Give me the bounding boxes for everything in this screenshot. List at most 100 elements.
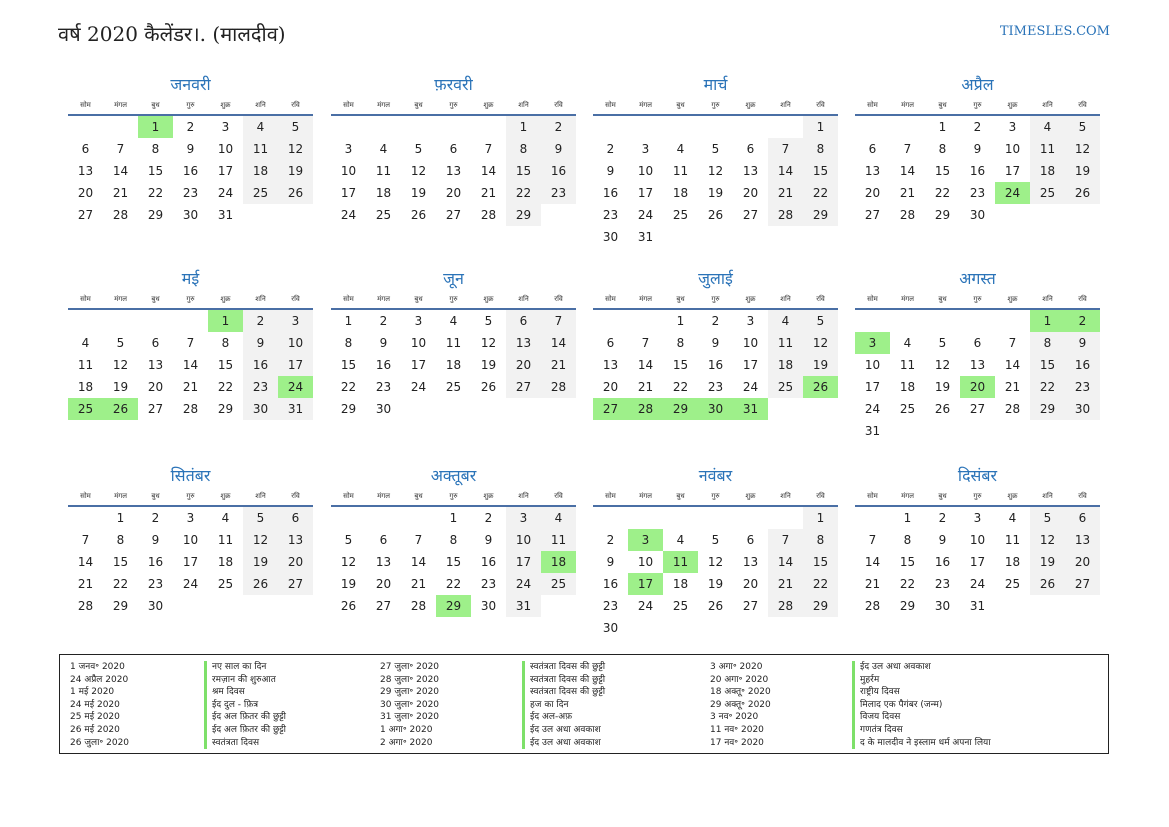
day-cell: 28 — [899, 208, 916, 222]
day-cell: 30 — [480, 599, 497, 613]
month-name: अप्रैल — [961, 75, 994, 94]
day-cell: 4 — [221, 511, 230, 525]
day-cell: 19 — [243, 551, 278, 573]
day-cell: 19 — [707, 186, 724, 200]
day-cell: 19 — [1065, 160, 1100, 182]
day-cell: 18 — [375, 186, 392, 200]
weekday-label: रवि — [554, 101, 563, 109]
empty-cell — [436, 116, 471, 138]
day-cell: 29 — [899, 599, 916, 613]
day-cell: 29 — [934, 208, 951, 222]
day-cell: 3 — [1008, 120, 1017, 134]
day-cell: 10 — [217, 142, 234, 156]
holiday-name: स्वतंत्रता दिवस की छुट्टी — [530, 662, 606, 672]
day-cell: 9 — [606, 555, 615, 569]
day-cell: 18 — [899, 380, 916, 394]
day-cell: 3 — [186, 511, 195, 525]
day-cell: 14 — [864, 555, 881, 569]
weekday-label: रवि — [554, 295, 563, 303]
day-cell: 14 — [480, 164, 497, 178]
day-cell: 12 — [707, 555, 724, 569]
weekday-header: सोम मंगल बुध गुरु शुक्र शनि रवि — [855, 292, 1100, 310]
day-cell: 11 — [375, 164, 392, 178]
holiday-dates-column: 3 अगा॰ 2020 20 अगा॰ 2020 18 अक्तू॰ 2020 29 … — [710, 661, 771, 749]
day-cell: 3 — [278, 310, 313, 332]
weekday-label: सोम — [605, 492, 616, 500]
holiday-name: स्वतंत्रता दिवस — [212, 737, 260, 748]
day-cell: 8 — [803, 529, 838, 551]
month-name: जनवरी — [170, 75, 211, 94]
weekday-label: गुरु — [711, 295, 720, 303]
empty-cell — [138, 310, 173, 332]
weekday-label: बुध — [151, 295, 160, 303]
empty-cell — [366, 507, 401, 529]
day-grid: 1 2 3 4 5 6 7 8 9 10 11 12 13 14 15 16 17 18 19 20 21 22 23 24 2… — [331, 116, 576, 226]
day-cell: 24 — [182, 577, 199, 591]
day-cell: 8 — [449, 533, 458, 547]
holiday-name: राष्ट्रीय दिवस — [860, 687, 900, 698]
weekday-header: सोम मंगल बुध गुरु शुक्र शनि रवि — [331, 292, 576, 310]
day-cell: 25 — [1004, 577, 1021, 591]
day-cell: 12 — [1030, 529, 1065, 551]
day-cell: 16 — [243, 354, 278, 376]
day-cell: 16 — [375, 358, 392, 372]
day-cell: 22 — [934, 186, 951, 200]
day-grid: 1 2 3 4 5 6 7 8 9 10 11 12 13 14 15 16 17 18 19 20 21 22 23 24 2… — [855, 507, 1100, 617]
day-cell: 31 — [864, 424, 881, 438]
empty-cell — [698, 116, 733, 138]
weekday-label: शुक्र — [220, 101, 231, 109]
day-cell: 29 — [506, 204, 541, 226]
day-cell: 15 — [803, 551, 838, 573]
weekday-label: मंगल — [377, 492, 390, 500]
holiday-day-cell: 24 — [995, 182, 1030, 204]
day-cell: 12 — [243, 529, 278, 551]
day-cell: 8 — [221, 336, 230, 350]
holiday-name: ईद अल-अफ़ — [530, 712, 573, 723]
weekday-label: गुरु — [186, 101, 195, 109]
weekday-label: सोम — [343, 295, 354, 303]
day-cell: 26 — [340, 599, 357, 613]
day-cell: 23 — [147, 577, 164, 591]
day-cell: 4 — [243, 116, 278, 138]
day-cell: 24 — [410, 380, 427, 394]
day-cell: 4 — [903, 336, 912, 350]
day-cell: 15 — [112, 555, 129, 569]
weekday-label: गुरु — [449, 101, 458, 109]
holiday-names-column: ईद उल अधा अवकाश मुहर्रम राष्ट्रीय दिवस मिला… — [852, 661, 991, 750]
weekday-label: गुरु — [973, 492, 982, 500]
empty-cell — [628, 116, 663, 138]
weekday-label: बुध — [151, 492, 160, 500]
site-link[interactable]: TIMESLES.COM — [999, 24, 1110, 39]
day-cell: 7 — [484, 142, 493, 156]
weekday-label: शुक्र — [483, 101, 494, 109]
weekday-label: गुरु — [449, 295, 458, 303]
day-cell: 23 — [243, 376, 278, 398]
day-cell: 7 — [116, 142, 125, 156]
day-cell: 29 — [803, 595, 838, 617]
month-8: अगस्त सोम मंगल बुध गुरु शुक्र शनि रवि 1 2 3 4 5 6 7 8 9 1… — [855, 266, 1100, 442]
day-cell: 17 — [742, 358, 759, 372]
holiday-date: 3 नव॰ 2020 — [710, 712, 759, 723]
day-cell: 25 — [445, 380, 462, 394]
weekday-label: बुध — [676, 492, 685, 500]
empty-cell — [698, 507, 733, 529]
weekday-label: शुक्र — [745, 492, 756, 500]
day-cell: 23 — [182, 186, 199, 200]
day-cell: 4 — [1030, 116, 1065, 138]
day-cell: 22 — [112, 577, 129, 591]
day-cell: 29 — [217, 402, 234, 416]
day-cell: 23 — [707, 380, 724, 394]
holiday-day-cell: 11 — [663, 551, 698, 573]
day-cell: 26 — [480, 380, 497, 394]
day-cell: 2 — [151, 511, 160, 525]
empty-cell — [401, 116, 436, 138]
holiday-date: 29 जुला॰ 2020 — [380, 687, 440, 698]
empty-cell — [663, 116, 698, 138]
empty-cell — [628, 507, 663, 529]
day-cell: 11 — [1030, 138, 1065, 160]
day-cell: 22 — [147, 186, 164, 200]
day-cell: 23 — [375, 380, 392, 394]
day-cell: 20 — [506, 354, 541, 376]
day-cell: 7 — [641, 336, 650, 350]
day-cell: 2 — [243, 310, 278, 332]
